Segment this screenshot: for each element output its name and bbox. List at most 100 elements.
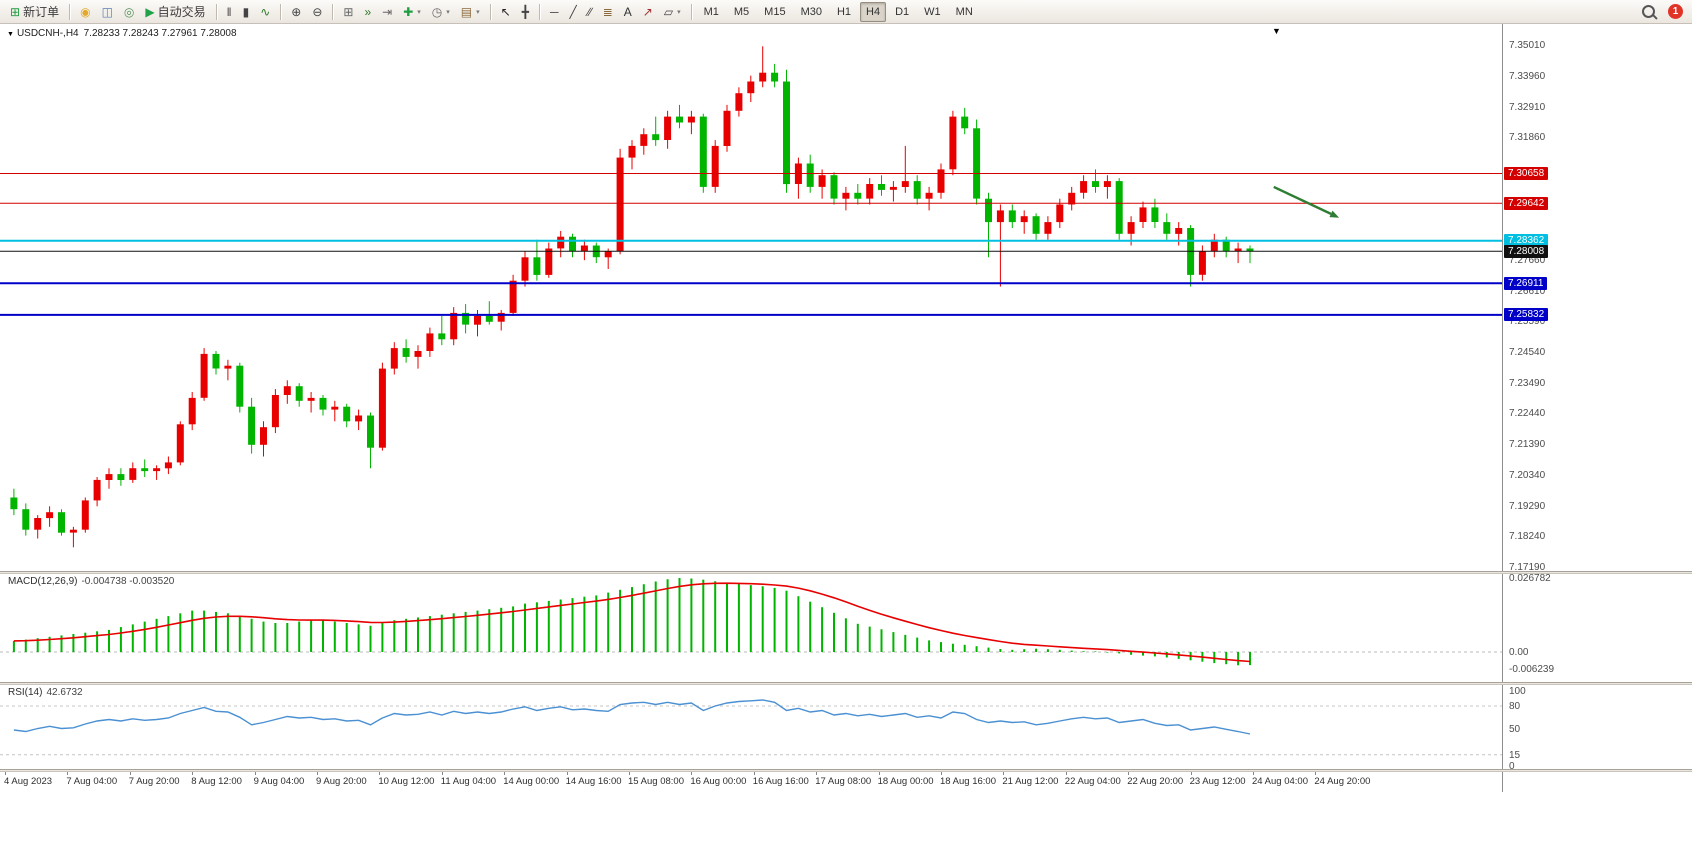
auto-scroll-button[interactable]: » xyxy=(359,1,376,23)
line-chart-button[interactable]: ∿ xyxy=(255,1,275,23)
time-tick xyxy=(254,772,256,775)
fibonacci-button[interactable]: ≣ xyxy=(598,1,618,23)
timeframe-w1[interactable]: W1 xyxy=(924,5,941,18)
time-tick xyxy=(878,772,880,775)
chart-menu-arrow-icon[interactable]: ▼ xyxy=(1272,26,1281,36)
periods-clock-icon: ◷ xyxy=(431,4,443,19)
chart-shift-button[interactable]: ⇥ xyxy=(377,1,397,23)
toolbar-separator xyxy=(489,3,491,20)
rsi-axis-tick: 15 xyxy=(1509,749,1521,761)
time-tick xyxy=(379,772,381,775)
bar-chart-button[interactable]: ‖ xyxy=(222,1,237,23)
pane-divider-macd[interactable] xyxy=(0,571,1692,574)
trendline-button[interactable]: ╱ xyxy=(564,1,581,23)
price-tick: 7.19290 xyxy=(1509,500,1546,512)
time-label: 7 Aug 04:00 xyxy=(66,776,118,787)
timeframe-d1[interactable]: D1 xyxy=(895,5,910,18)
notification-badge[interactable]: 1 xyxy=(1668,4,1683,19)
channel-icon: ∕∕ xyxy=(587,4,592,19)
crosshair-button[interactable]: ╋ xyxy=(517,1,534,23)
bar-chart-icon: ‖ xyxy=(226,4,232,19)
time-tick xyxy=(67,772,69,775)
text-button[interactable]: A xyxy=(619,1,637,23)
cursor-button[interactable]: ↖ xyxy=(496,1,516,23)
time-label: 16 Aug 00:00 xyxy=(690,776,747,787)
timeframe-h4[interactable]: H4 xyxy=(860,1,887,22)
time-tick xyxy=(1315,772,1317,775)
main-chart-canvas[interactable] xyxy=(0,24,1502,571)
rsi-axis-tick: 0 xyxy=(1509,761,1515,772)
price-axis[interactable]: 7.35010 7.33960 7.32910 7.31860 7.27660 7.266… xyxy=(1502,24,1692,792)
toolbar-separator xyxy=(538,3,540,20)
search-icon xyxy=(1642,5,1655,18)
community-icon: ◎ xyxy=(123,4,135,19)
price-tick: 7.26610 xyxy=(1509,286,1546,298)
macd-values: -0.004738 -0.003520 xyxy=(81,576,175,587)
time-label: 21 Aug 12:00 xyxy=(1002,776,1059,787)
toolbar-separator xyxy=(332,3,334,20)
search-button[interactable] xyxy=(1637,1,1660,23)
time-axis[interactable]: 4 Aug 2023 7 Aug 04:00 7 Aug 20:00 8 Aug 12… xyxy=(0,772,1502,792)
pane-divider-timeaxis[interactable] xyxy=(0,769,1692,772)
timeframe-m30[interactable]: M30 xyxy=(800,5,822,18)
price-tick: 7.35010 xyxy=(1509,40,1546,51)
channel-button[interactable]: ∕∕ xyxy=(583,1,597,23)
time-tick xyxy=(1190,772,1192,775)
level-price-badge: 7.25832 xyxy=(1504,308,1549,322)
toolbar-right-group: 1 xyxy=(1637,1,1687,23)
time-tick xyxy=(317,772,318,775)
timeframe-h1[interactable]: H1 xyxy=(836,5,852,18)
zoom-out-button[interactable]: ⊖ xyxy=(307,1,327,23)
dropdown-caret-icon: ▾ xyxy=(476,8,480,16)
candlestick-chart-icon: ▮ xyxy=(242,4,250,19)
time-tick xyxy=(941,772,942,775)
tile-windows-button[interactable]: ⊞ xyxy=(338,1,358,23)
community-button[interactable]: ◎ xyxy=(119,1,139,23)
time-tick xyxy=(753,772,755,775)
arrow-tool-button[interactable]: ↗ xyxy=(638,1,658,23)
shapes-button[interactable]: ▱ ▾ xyxy=(659,1,686,23)
signals-button[interactable]: ◉ xyxy=(75,1,95,23)
level-price-badge: 7.26911 xyxy=(1504,276,1548,290)
pane-divider-rsi[interactable] xyxy=(0,682,1692,685)
timeframe-mn[interactable]: MN xyxy=(955,5,973,18)
macd-pane-canvas[interactable] xyxy=(0,574,1502,682)
time-tick xyxy=(566,772,568,775)
dropdown-caret-icon: ▾ xyxy=(446,8,450,16)
macd-axis-tick: 0.026782 xyxy=(1509,573,1551,584)
hline-button[interactable]: ─ xyxy=(545,1,564,23)
level-price-badge: 7.28362 xyxy=(1504,234,1549,248)
templates-button[interactable]: ▤ ▾ xyxy=(456,1,485,23)
periods-clock-button[interactable]: ◷ ▾ xyxy=(427,1,455,23)
rsi-axis-tick: 100 xyxy=(1509,686,1526,697)
market-watch-button[interactable]: ◫ xyxy=(97,1,118,23)
candlestick-chart-button[interactable]: ▮ xyxy=(238,1,255,23)
macd-axis-tick: 0.00 xyxy=(1509,647,1529,658)
time-label: 11 Aug 04:00 xyxy=(440,776,497,787)
zoom-in-button[interactable]: ⊕ xyxy=(286,1,306,23)
level-price-badge: 7.29642 xyxy=(1504,196,1549,210)
rsi-pane-canvas[interactable] xyxy=(0,685,1502,769)
timeframe-group: M1 M5 M15 M30 H1 H4 D1 W1 MN xyxy=(697,1,980,22)
toolbar-separator xyxy=(690,3,692,20)
current-price-badge: 7.28008 xyxy=(1504,244,1549,258)
indicators-button[interactable]: ✚ ▾ xyxy=(398,1,426,23)
time-tick xyxy=(629,772,630,775)
timeframe-m5[interactable]: M5 xyxy=(733,5,750,18)
time-tick xyxy=(816,772,818,775)
new-order-button-button-label: 新订单 xyxy=(23,5,60,19)
price-tick: 7.22440 xyxy=(1509,408,1546,420)
autotrade-button-button[interactable]: ▶ 自动交易 xyxy=(140,1,210,23)
macd-label: MACD(12,26,9) -0.004738 -0.003520 xyxy=(8,576,174,587)
time-label: 16 Aug 16:00 xyxy=(752,776,809,787)
timeframe-m1[interactable]: M1 xyxy=(703,5,719,18)
signals-icon: ◉ xyxy=(80,4,91,19)
quote-panel-arrow-icon[interactable]: ▼ xyxy=(7,31,14,38)
time-label: 14 Aug 00:00 xyxy=(503,776,560,787)
new-order-button-button[interactable]: ⊞ 新订单 xyxy=(5,1,64,23)
time-label: 9 Aug 20:00 xyxy=(316,776,367,787)
auto-scroll-icon: » xyxy=(364,4,372,19)
price-tick: 7.21390 xyxy=(1509,439,1546,451)
timeframe-m15[interactable]: M15 xyxy=(764,5,786,18)
time-tick xyxy=(441,772,443,775)
